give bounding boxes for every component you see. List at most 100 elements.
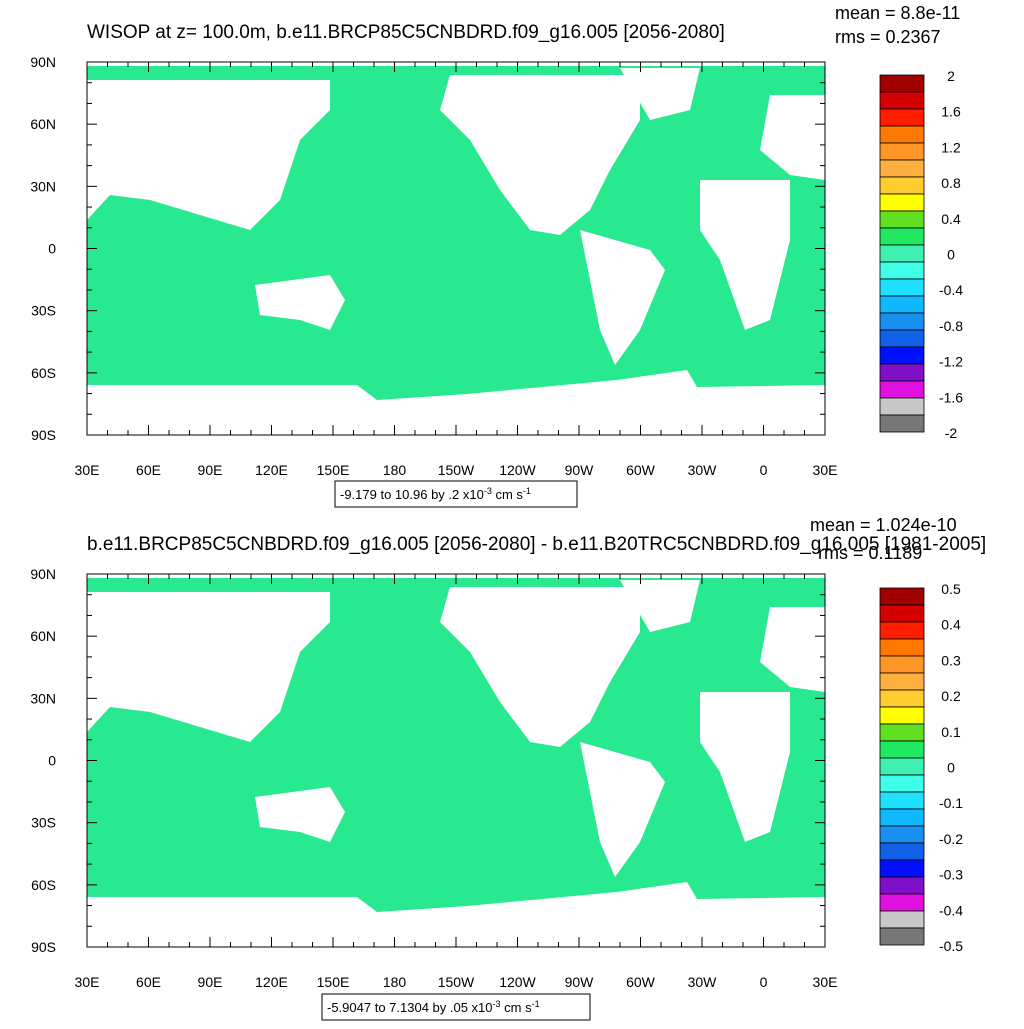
lon-label: 180	[383, 462, 407, 478]
colorbar-box	[879, 142, 925, 161]
lon-label: 30E	[75, 462, 100, 478]
lon-label: 30W	[688, 974, 718, 990]
info-part: -3	[484, 486, 492, 496]
info-box	[334, 480, 578, 508]
lon-label: 60E	[136, 974, 161, 990]
lat-label: 60S	[31, 365, 56, 381]
colorbar-label: -0.5	[939, 938, 963, 954]
colorbar-label: -0.3	[939, 867, 963, 883]
colorbar-box	[879, 706, 925, 725]
lat-label: 90N	[30, 54, 56, 70]
land-mask	[87, 882, 825, 947]
map-panel: b.e11.BRCP85C5CNBDRD.f09_g16.005 [2056-2…	[30, 515, 986, 1021]
colorbar-box	[879, 346, 925, 365]
colorbar-box	[879, 210, 925, 229]
colorbar-box	[879, 808, 925, 827]
colorbar-box	[879, 312, 925, 331]
info-part: -9.179 to 10.96 by .2 x10	[340, 487, 484, 502]
colorbar-box	[879, 380, 925, 399]
lat-label: 60S	[31, 877, 56, 893]
colorbar-label: 0.5	[941, 581, 961, 597]
info-part: -5.9047 to 7.1304 by .05 x10	[327, 1000, 493, 1015]
lat-label: 30S	[31, 303, 56, 319]
land-mask	[440, 587, 640, 747]
lon-label: 90E	[198, 462, 223, 478]
lat-label: 30S	[31, 815, 56, 831]
lon-label: 90W	[565, 974, 595, 990]
land-mask	[700, 180, 790, 330]
lon-label: 150W	[438, 974, 475, 990]
colorbar-label: 0.8	[941, 175, 961, 191]
colorbar-label: -2	[945, 425, 958, 441]
colorbar-box	[879, 125, 925, 144]
lon-label: 30E	[813, 462, 838, 478]
lon-label: 30E	[75, 974, 100, 990]
colorbar-label: 1.2	[941, 139, 961, 155]
lat-label: 0	[48, 241, 56, 257]
lat-label: 60N	[30, 628, 56, 644]
lon-label: 60E	[136, 462, 161, 478]
colorbar-label: 0	[947, 760, 955, 776]
lon-label: 120E	[255, 462, 288, 478]
colorbar-box	[879, 278, 925, 297]
colorbar-box	[879, 791, 925, 810]
info-label: -5.9047 to 7.1304 by .05 x10-3 cm s-1	[327, 999, 540, 1015]
colorbar-box	[879, 757, 925, 776]
info-part: -1	[532, 999, 540, 1009]
map-panel: WISOP at z= 100.0m, b.e11.BRCP85C5CNBDRD…	[30, 3, 963, 508]
mean-label: mean = 8.8e-11	[835, 3, 960, 23]
lon-label: 120W	[499, 462, 536, 478]
colorbar-box	[879, 774, 925, 793]
land-mask	[87, 592, 330, 742]
colorbar-label: -0.4	[939, 282, 963, 298]
lat-label: 0	[48, 753, 56, 769]
land-mask	[255, 787, 345, 842]
colorbar-box	[879, 910, 925, 929]
colorbar-box	[879, 193, 925, 212]
lat-label: 90S	[31, 939, 56, 955]
lon-label: 90E	[198, 974, 223, 990]
colorbar-label: -1.2	[939, 354, 963, 370]
colorbar-box	[879, 74, 925, 93]
colorbar-box	[879, 244, 925, 263]
colorbar-box	[879, 587, 925, 606]
lat-label: 90S	[31, 427, 56, 443]
colorbar-label: -1.6	[939, 389, 963, 405]
info-part: cm s	[501, 1000, 533, 1015]
colorbar-box	[879, 655, 925, 674]
mean-label: mean = 1.024e-10	[810, 515, 957, 535]
lon-label: 0	[760, 462, 768, 478]
land-mask	[580, 230, 665, 365]
info-part: -3	[493, 999, 501, 1009]
panel-title: WISOP at z= 100.0m, b.e11.BRCP85C5CNBDRD…	[87, 22, 725, 43]
colorbar-box	[879, 397, 925, 416]
colorbar-box	[879, 604, 925, 623]
lat-label: 30N	[30, 178, 56, 194]
lon-label: 60W	[626, 462, 656, 478]
land-mask	[255, 275, 345, 330]
lon-label: 0	[760, 974, 768, 990]
colorbar-label: 1.6	[941, 104, 961, 120]
colorbar-label: 0.4	[941, 211, 961, 227]
colorbar-box	[879, 723, 925, 742]
colorbar-box	[879, 638, 925, 657]
colorbar-box	[879, 859, 925, 878]
colorbar-label: -0.8	[939, 318, 963, 334]
colorbar-box	[879, 159, 925, 178]
colorbar-box	[879, 108, 925, 127]
colorbar-box	[879, 893, 925, 912]
land-mask	[87, 80, 330, 230]
colorbar-box	[879, 91, 925, 110]
colorbar-box	[879, 876, 925, 895]
land-mask	[760, 607, 825, 692]
colorbar-label: -0.2	[939, 831, 963, 847]
colorbar-box	[879, 363, 925, 382]
colorbar-box	[879, 740, 925, 759]
rms-label: rms = 0.2367	[835, 27, 941, 47]
colorbar-label: 0.3	[941, 652, 961, 668]
colorbar-box	[879, 295, 925, 314]
lat-label: 30N	[30, 690, 56, 706]
lon-label: 150E	[317, 462, 350, 478]
info-part: cm s	[492, 487, 524, 502]
